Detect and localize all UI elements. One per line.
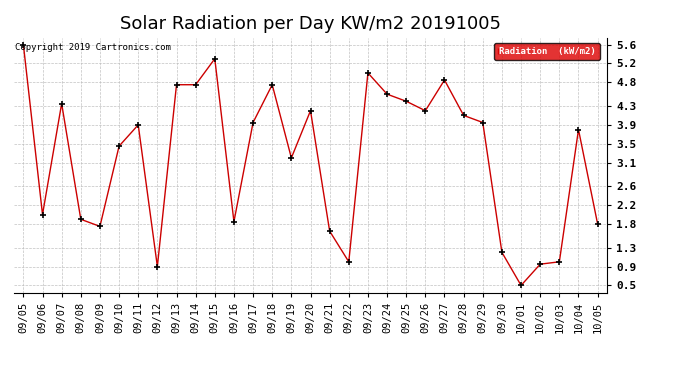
Text: Copyright 2019 Cartronics.com: Copyright 2019 Cartronics.com <box>15 43 171 52</box>
Title: Solar Radiation per Day KW/m2 20191005: Solar Radiation per Day KW/m2 20191005 <box>120 15 501 33</box>
Legend: Radiation  (kW/m2): Radiation (kW/m2) <box>494 43 600 60</box>
